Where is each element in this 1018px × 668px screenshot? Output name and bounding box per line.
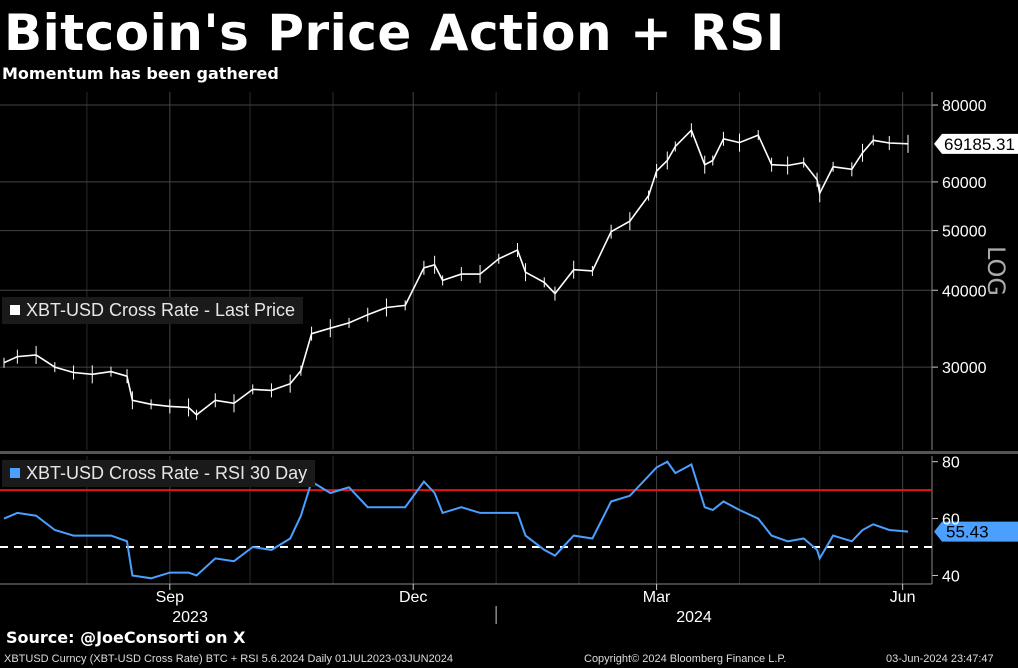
axis-labels: 30000 40000 50000 60000 80000 LOG 69185.31 40 60… [156,98,1015,626]
chart-subtitle: Momentum has been gathered [2,64,279,83]
rsi-last-value-box [934,521,1018,542]
footer-right: 03-Jun-2024 23:47:47 [886,653,994,665]
rsi-series-line [3,460,909,580]
data-marks [0,123,1018,580]
price-ytick-label: 80000 [942,98,987,115]
price-legend-label: XBT-USD Cross Rate - Last Price [26,300,296,320]
x-tick-label: Mar [643,589,671,606]
price-ytick-label: 50000 [942,224,987,241]
price-ytick-label: 40000 [942,283,987,300]
x-tick-label: Dec [399,589,427,606]
price-series-line [3,128,909,416]
x-tick-label: Jun [890,589,916,606]
price-last-value-label: 69185.31 [944,135,1015,154]
rsi-last-value-label: 55.43 [946,523,989,542]
rsi-legend: XBT-USD Cross Rate - RSI 30 Day [2,460,316,487]
price-legend-swatch [10,305,20,315]
panel-separator [0,451,1018,454]
x-year-label: 2023 [172,609,208,626]
rsi-legend-swatch [10,468,20,478]
rsi-ytick-label: 60 [942,512,960,529]
footer-center: Copyright© 2024 Bloomberg Finance L.P. [584,653,787,665]
footer-left: XBTUSD Curncy (XBT-USD Cross Rate) BTC +… [4,653,454,665]
rsi-ytick-label: 40 [942,568,960,585]
x-year-label: 2024 [676,609,712,626]
price-ytick-label: 30000 [942,360,987,377]
source-credit: Source: @JoeConsorti on X [6,628,246,647]
price-legend: XBT-USD Cross Rate - Last Price [2,297,304,324]
price-last-value-box [934,133,1018,154]
log-scale-label: LOG [982,246,1010,296]
rsi-ytick-label: 80 [942,455,960,472]
rsi-legend-label: XBT-USD Cross Rate - RSI 30 Day [26,463,308,483]
grid-lines [0,92,932,584]
x-tick-label: Sep [156,589,185,606]
price-ytick-label: 60000 [942,175,987,192]
axes [0,92,1018,624]
chart-title: Bitcoin's Price Action + RSI [4,4,785,62]
